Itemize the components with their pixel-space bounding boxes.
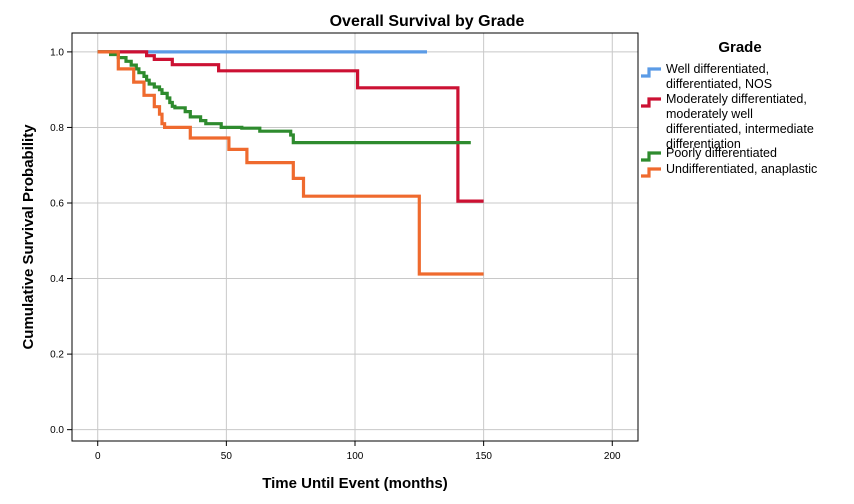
legend-swatch-1 [641,67,661,78]
x-tick-label: 200 [604,451,621,462]
chart-title: Overall Survival by Grade [330,13,525,30]
legend-swatch-2 [641,97,661,108]
legend-label-2: moderately well [666,107,753,121]
legend-label-1: Well differentiated, [666,62,769,76]
y-tick-label: 0.2 [50,350,64,361]
x-tick-label: 50 [221,451,233,462]
legend-label-2: differentiation [666,137,741,151]
grid [72,33,638,441]
y-axis-label: Cumulative Survival Probability [20,124,37,350]
series-line-2 [97,50,484,203]
x-tick-label: 0 [95,451,101,462]
y-tick-label: 1.0 [50,47,64,58]
y-tick-label: 0.0 [50,425,64,436]
legend-label-2: Moderately differentiated, [666,92,807,106]
series-layer [97,50,484,276]
y-tick-label: 0.4 [50,274,64,285]
legend-label-3: Poorly differentiated [666,146,777,160]
x-tick-label: 100 [347,451,364,462]
y-tick-label: 0.8 [50,123,64,134]
legend-swatch-4 [641,167,661,178]
legend-title: Grade [718,39,761,56]
legend-swatch-3 [641,151,661,162]
legend-label-1: differentiated, NOS [666,77,772,91]
legend-label-2: differentiated, intermediate [666,122,814,136]
axis-ticks: 0.0 0.2 0.4 0.6 0.8 1.0 0 50 100 150 200 [50,47,621,462]
series-line-4 [97,50,484,276]
x-tick-label: 150 [475,451,492,462]
legend-label-4: Undifferentiated, anaplastic [666,162,817,176]
legend: Grade Well differentiated,differentiated… [641,39,817,178]
x-axis-label: Time Until Event (months) [262,475,448,492]
series-line-3 [97,50,471,145]
y-tick-label: 0.6 [50,199,64,210]
